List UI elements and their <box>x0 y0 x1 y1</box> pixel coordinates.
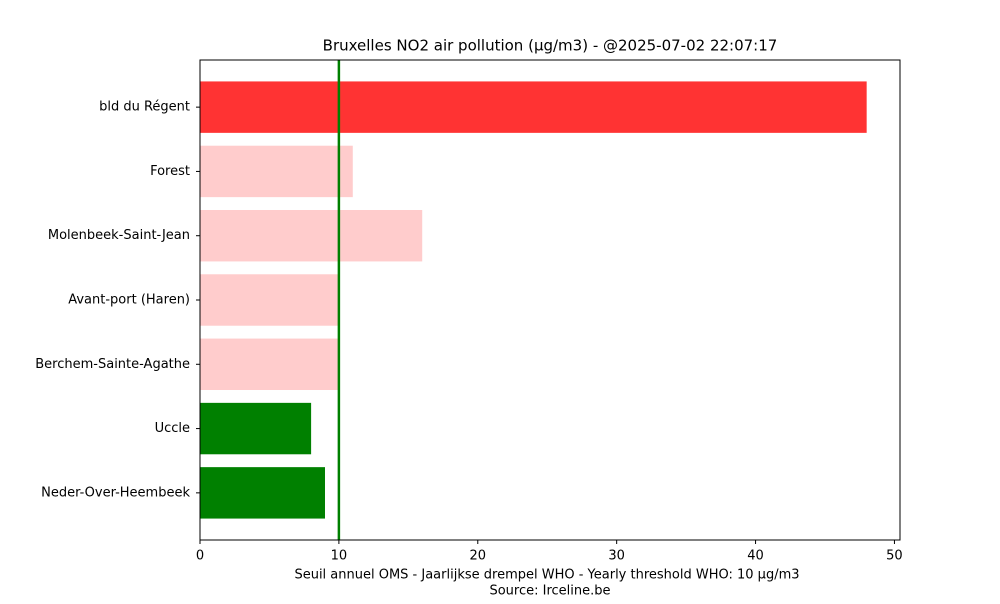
x-tick-label: 30 <box>608 549 625 564</box>
y-tick-label: Molenbeek-Saint-Jean <box>48 228 190 243</box>
bar <box>200 467 325 519</box>
bar <box>200 210 423 262</box>
bar <box>200 145 353 198</box>
y-tick-label: Avant-port (Haren) <box>68 293 190 308</box>
y-tick-label: Berchem-Sainte-Agathe <box>35 357 190 372</box>
x-tick-label: 10 <box>331 549 348 564</box>
bar <box>200 274 339 326</box>
bar <box>200 81 867 133</box>
x-tick-label: 0 <box>196 549 204 564</box>
y-tick-label: Neder-Over-Heembeek <box>41 485 190 500</box>
bar <box>200 402 312 455</box>
x-tick-label: 50 <box>886 549 903 564</box>
y-tick-label: Forest <box>150 164 190 179</box>
x-tick-label: 20 <box>470 549 487 564</box>
chart-title: Bruxelles NO2 air pollution (µg/m3) - @2… <box>323 37 778 55</box>
x-axis-label: Source: Irceline.be <box>489 584 610 599</box>
x-axis-label: Seuil annuel OMS - Jaarlijkse drempel WH… <box>294 568 799 583</box>
x-tick-label: 40 <box>747 549 764 564</box>
plot-frame <box>199 59 901 541</box>
y-tick-label: bld du Régent <box>99 100 190 115</box>
bar <box>200 338 339 390</box>
y-tick-label: Uccle <box>155 421 190 436</box>
